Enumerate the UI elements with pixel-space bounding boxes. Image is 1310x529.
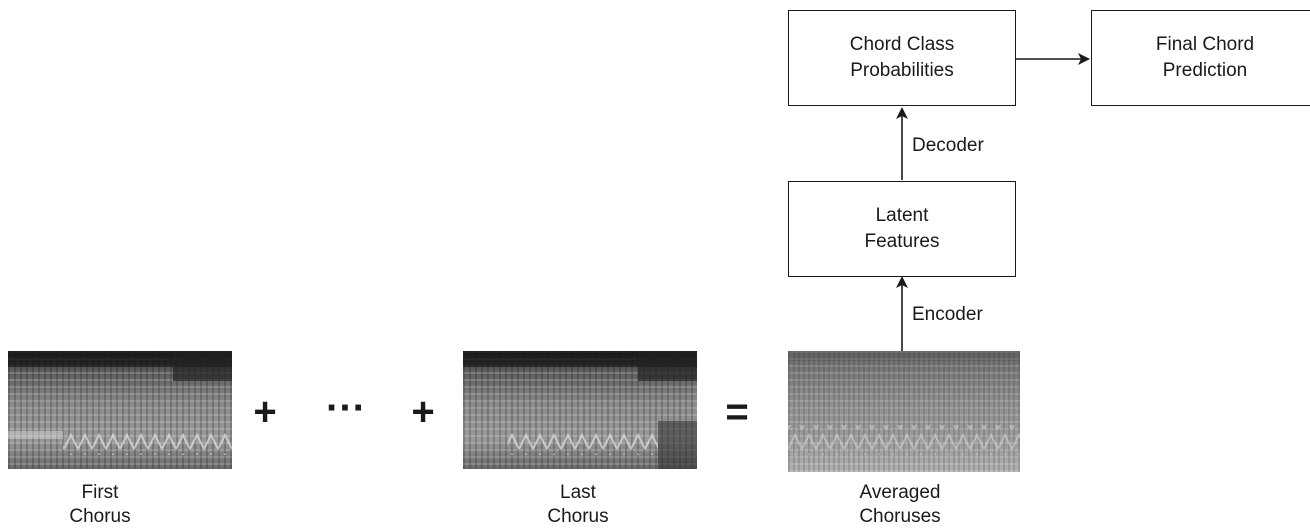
final-chord-line2: Prediction xyxy=(1162,60,1248,81)
last-caption-line2: Chorus xyxy=(547,506,609,527)
decoder-label: Decoder xyxy=(912,135,984,156)
first-chorus-caption: First Chorus xyxy=(40,481,160,529)
averaged-choruses-caption: Averaged Choruses xyxy=(840,481,960,529)
averaged-choruses-spectrogram xyxy=(788,351,1020,472)
final-chord-line1: Final Chord xyxy=(1155,34,1255,55)
averaged-caption-line1: Averaged xyxy=(859,482,941,503)
plus-operator-2: + xyxy=(411,390,435,434)
equals-operator: = xyxy=(725,390,749,434)
first-chorus-spectrogram xyxy=(8,351,232,469)
ellipsis-operator: ··· xyxy=(326,386,366,430)
averaged-caption-line2: Choruses xyxy=(859,506,941,527)
latent-features-box: Latent Features xyxy=(788,181,1016,277)
chord-class-line2: Probabilities xyxy=(850,60,954,81)
encoder-label: Encoder xyxy=(912,304,983,325)
latent-line1: Latent xyxy=(875,205,929,226)
first-caption-line2: Chorus xyxy=(69,506,131,527)
chord-class-probabilities-box: Chord Class Probabilities xyxy=(788,10,1016,106)
latent-line2: Features xyxy=(864,231,940,252)
last-chorus-caption: Last Chorus xyxy=(518,481,638,529)
last-caption-line1: Last xyxy=(560,482,596,503)
first-caption-line1: First xyxy=(81,482,119,503)
final-chord-prediction-box: Final Chord Prediction xyxy=(1091,10,1310,106)
chord-class-line1: Chord Class xyxy=(849,34,955,55)
last-chorus-spectrogram xyxy=(463,351,697,469)
plus-operator-1: + xyxy=(253,390,277,434)
